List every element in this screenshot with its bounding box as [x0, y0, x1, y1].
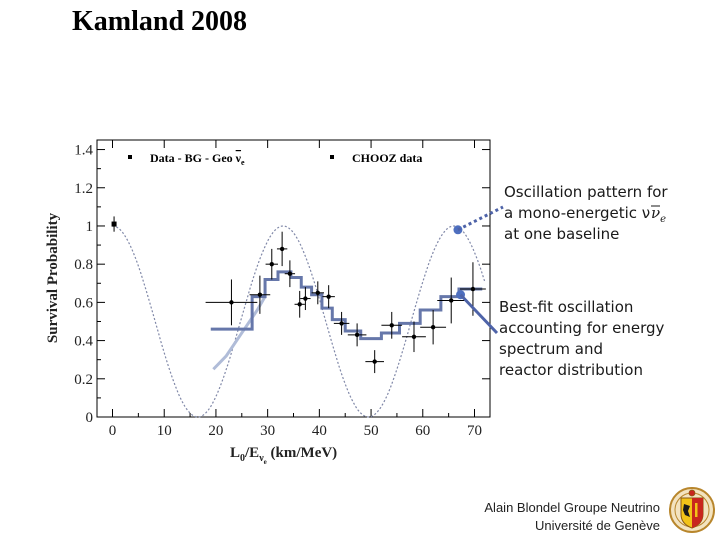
data-point — [205, 279, 258, 326]
data-point — [294, 290, 305, 318]
callout-mono-energetic: Oscillation pattern for a mono-energetic… — [504, 182, 704, 245]
data-point-marker — [449, 298, 454, 303]
x-tick-label: 20 — [208, 423, 223, 439]
data-point-marker — [297, 302, 302, 307]
x-tick-label: 70 — [467, 423, 482, 439]
data-point — [365, 350, 384, 374]
data-point-marker — [279, 246, 285, 252]
data-point-marker — [326, 294, 331, 299]
chooz-point — [111, 216, 117, 232]
data-point — [420, 310, 447, 345]
legend-data-marker — [128, 155, 132, 159]
x-tick-label: 60 — [415, 423, 430, 439]
axis-ticks: 0 10 20 30 40 50 60 70 0 0.2 0.4 0.6 0.8 1 1.2 1.4 — [74, 140, 490, 439]
data-point-marker — [269, 261, 274, 267]
data-points — [111, 216, 486, 374]
x-axis-label: L0/Eνe (km/MeV) — [230, 445, 337, 466]
chooz-point-marker — [111, 221, 117, 227]
best-fit-arrow — [459, 293, 499, 335]
data-point-marker — [229, 300, 234, 305]
data-point — [265, 248, 278, 280]
y-tick-label: 0.4 — [74, 334, 93, 350]
data-point — [437, 277, 466, 324]
x-tick-label: 30 — [260, 423, 275, 439]
y-tick-label: 0.2 — [74, 372, 93, 388]
data-point — [402, 321, 426, 353]
university-of-geneva-logo — [669, 487, 715, 533]
data-point-marker — [372, 359, 377, 364]
data-point-marker — [287, 271, 293, 276]
best-fit-smooth-curve — [212, 295, 267, 371]
svg-text:νe: νe — [651, 204, 666, 224]
footer-author: Alain Blondel Groupe Neutrino — [484, 500, 660, 515]
data-point-marker — [470, 286, 476, 292]
footer-credit: Alain Blondel Groupe Neutrino Université… — [484, 499, 660, 535]
x-tick-label: 0 — [109, 423, 117, 439]
mono-energetic-arrow — [457, 205, 504, 232]
data-point — [322, 285, 335, 309]
data-point-marker — [411, 334, 417, 339]
data-point — [347, 323, 367, 347]
y-tick-label: 0.8 — [74, 257, 93, 273]
data-point-marker — [339, 321, 344, 326]
y-tick-label: 0 — [86, 410, 94, 426]
data-point-marker — [354, 332, 360, 338]
y-tick-label: 1 — [86, 219, 94, 235]
legend: Data - BG - Geo νe CHOOZ data — [128, 151, 422, 167]
data-point — [311, 281, 325, 305]
x-tick-label: 40 — [312, 423, 327, 439]
x-tick-label: 10 — [157, 423, 172, 439]
data-point-marker — [257, 292, 263, 297]
data-point-marker — [315, 290, 321, 296]
data-point — [381, 311, 403, 339]
data-point — [276, 231, 288, 267]
y-axis-label: Survival Probability — [45, 212, 61, 343]
legend-chooz-label: CHOOZ data — [352, 151, 422, 165]
slide-title: Kamland 2008 — [72, 6, 248, 37]
data-point — [249, 275, 271, 314]
data-point-marker — [430, 325, 436, 330]
data-point — [284, 260, 296, 288]
data-point-marker — [389, 323, 394, 328]
y-tick-label: 0.6 — [74, 295, 93, 311]
x-tick-label: 50 — [364, 423, 379, 439]
y-tick-label: 1.2 — [74, 181, 93, 197]
legend-data-label: Data - BG - Geo νe — [150, 151, 245, 167]
data-point — [333, 311, 350, 335]
callout-best-fit: Best-fit oscillation accounting for ener… — [499, 298, 665, 379]
legend-chooz-marker — [330, 155, 334, 159]
y-tick-label: 1.4 — [74, 143, 93, 159]
mono-energetic-oscillation-curve — [112, 225, 486, 418]
data-point — [300, 287, 311, 311]
data-point-marker — [303, 296, 308, 301]
footer-university: Université de Genève — [534, 518, 660, 533]
callout-nu-e-symbol: νe — [651, 204, 666, 224]
best-fit-step-histogram — [210, 270, 483, 341]
